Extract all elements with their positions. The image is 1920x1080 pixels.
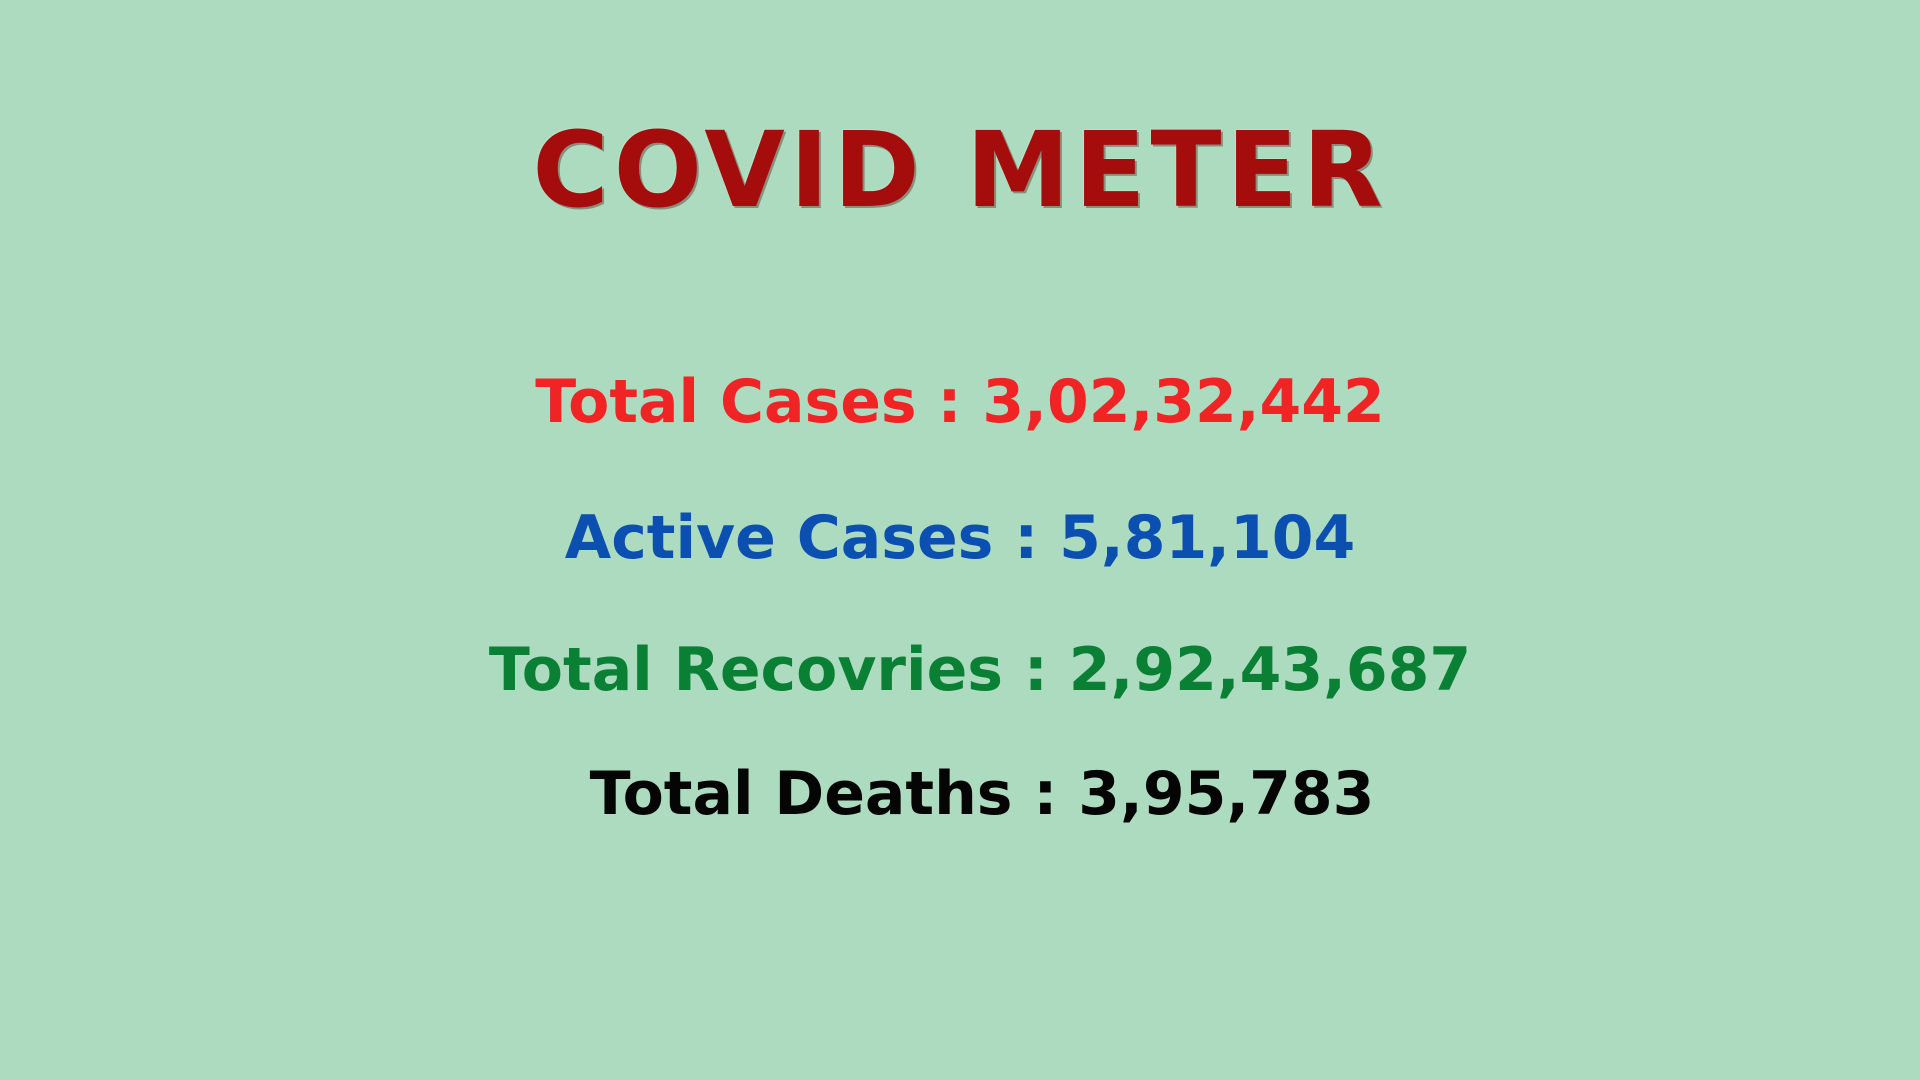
stat-label: Total Deaths — [589, 759, 1013, 829]
stat-separator: : — [1003, 635, 1069, 705]
stat-separator: : — [993, 503, 1060, 573]
stat-value: 3,95,783 — [1078, 759, 1375, 829]
stat-label: Active Cases — [564, 503, 994, 573]
stat-total-cases: Total Cases : 3,02,32,442 — [535, 372, 1385, 432]
stat-total-recoveries: Total Recovries : 2,92,43,687 — [489, 640, 1471, 700]
stat-value: 3,02,32,442 — [982, 367, 1385, 437]
poster-title: COVID METER — [532, 109, 1388, 231]
stat-label: Total Cases — [535, 367, 917, 437]
stat-total-deaths: Total Deaths : 3,95,783 — [590, 764, 1375, 824]
stat-active-cases: Active Cases : 5,81,104 — [565, 508, 1355, 568]
stat-label: Total Recovries — [488, 635, 1004, 705]
stat-separator: : — [916, 367, 983, 437]
stat-separator: : — [1012, 759, 1079, 829]
stat-value: 5,81,104 — [1059, 503, 1356, 573]
stat-value: 2,92,43,687 — [1068, 635, 1472, 705]
